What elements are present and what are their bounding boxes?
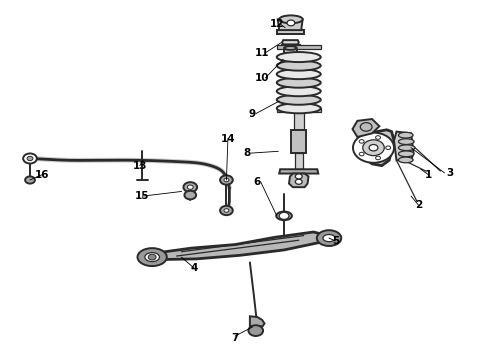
Ellipse shape	[277, 69, 321, 79]
Circle shape	[148, 254, 156, 260]
Polygon shape	[279, 169, 318, 174]
Polygon shape	[277, 108, 321, 112]
Circle shape	[369, 144, 378, 151]
Ellipse shape	[398, 145, 415, 150]
Text: 12: 12	[270, 19, 284, 29]
Polygon shape	[278, 19, 303, 30]
Circle shape	[376, 136, 380, 139]
Circle shape	[287, 20, 295, 26]
Polygon shape	[281, 44, 300, 46]
Circle shape	[295, 179, 302, 184]
Circle shape	[183, 182, 197, 192]
Polygon shape	[250, 316, 265, 326]
Polygon shape	[352, 119, 379, 137]
Circle shape	[295, 174, 302, 179]
Ellipse shape	[277, 95, 321, 105]
Text: 9: 9	[249, 109, 256, 119]
Text: 14: 14	[220, 134, 235, 144]
Circle shape	[25, 176, 35, 184]
Polygon shape	[394, 132, 414, 160]
Ellipse shape	[317, 230, 341, 246]
Ellipse shape	[284, 58, 297, 61]
Polygon shape	[284, 48, 297, 59]
Ellipse shape	[277, 103, 321, 113]
Polygon shape	[295, 153, 303, 169]
Circle shape	[220, 175, 233, 185]
Polygon shape	[355, 130, 394, 166]
Text: 2: 2	[415, 200, 422, 210]
Text: 6: 6	[254, 177, 261, 187]
Polygon shape	[294, 108, 304, 130]
Polygon shape	[277, 45, 321, 49]
Circle shape	[376, 156, 380, 160]
Text: 7: 7	[232, 333, 239, 343]
Circle shape	[360, 123, 372, 131]
Polygon shape	[286, 46, 295, 48]
Ellipse shape	[323, 234, 335, 242]
Circle shape	[248, 325, 263, 336]
Text: 8: 8	[244, 148, 251, 158]
Ellipse shape	[277, 86, 321, 96]
Polygon shape	[292, 130, 306, 153]
Circle shape	[27, 156, 33, 161]
Circle shape	[279, 212, 289, 220]
Ellipse shape	[398, 139, 414, 144]
Ellipse shape	[279, 15, 303, 23]
Ellipse shape	[398, 151, 414, 157]
Polygon shape	[289, 174, 309, 187]
Ellipse shape	[398, 157, 413, 163]
Circle shape	[224, 209, 229, 212]
Polygon shape	[152, 232, 328, 260]
Ellipse shape	[277, 60, 321, 71]
Circle shape	[23, 153, 37, 163]
Text: 10: 10	[255, 73, 270, 83]
Ellipse shape	[277, 52, 321, 62]
Ellipse shape	[284, 46, 297, 50]
Text: 16: 16	[35, 170, 49, 180]
Circle shape	[359, 152, 364, 156]
Ellipse shape	[277, 78, 321, 88]
Circle shape	[353, 133, 394, 163]
Ellipse shape	[138, 248, 167, 266]
Text: 5: 5	[332, 236, 339, 246]
Text: 11: 11	[255, 48, 270, 58]
Polygon shape	[277, 30, 304, 34]
Text: 1: 1	[425, 170, 432, 180]
Polygon shape	[282, 40, 299, 44]
Ellipse shape	[276, 212, 292, 220]
Circle shape	[386, 146, 391, 149]
Circle shape	[184, 191, 196, 199]
Text: 4: 4	[190, 263, 197, 273]
Ellipse shape	[398, 132, 413, 138]
Circle shape	[187, 185, 193, 189]
Text: 15: 15	[135, 191, 149, 201]
Circle shape	[359, 140, 364, 143]
Circle shape	[363, 140, 384, 156]
Text: 13: 13	[133, 161, 147, 171]
Ellipse shape	[145, 253, 159, 262]
Text: 3: 3	[446, 168, 454, 178]
Circle shape	[220, 206, 233, 215]
Circle shape	[224, 178, 229, 182]
